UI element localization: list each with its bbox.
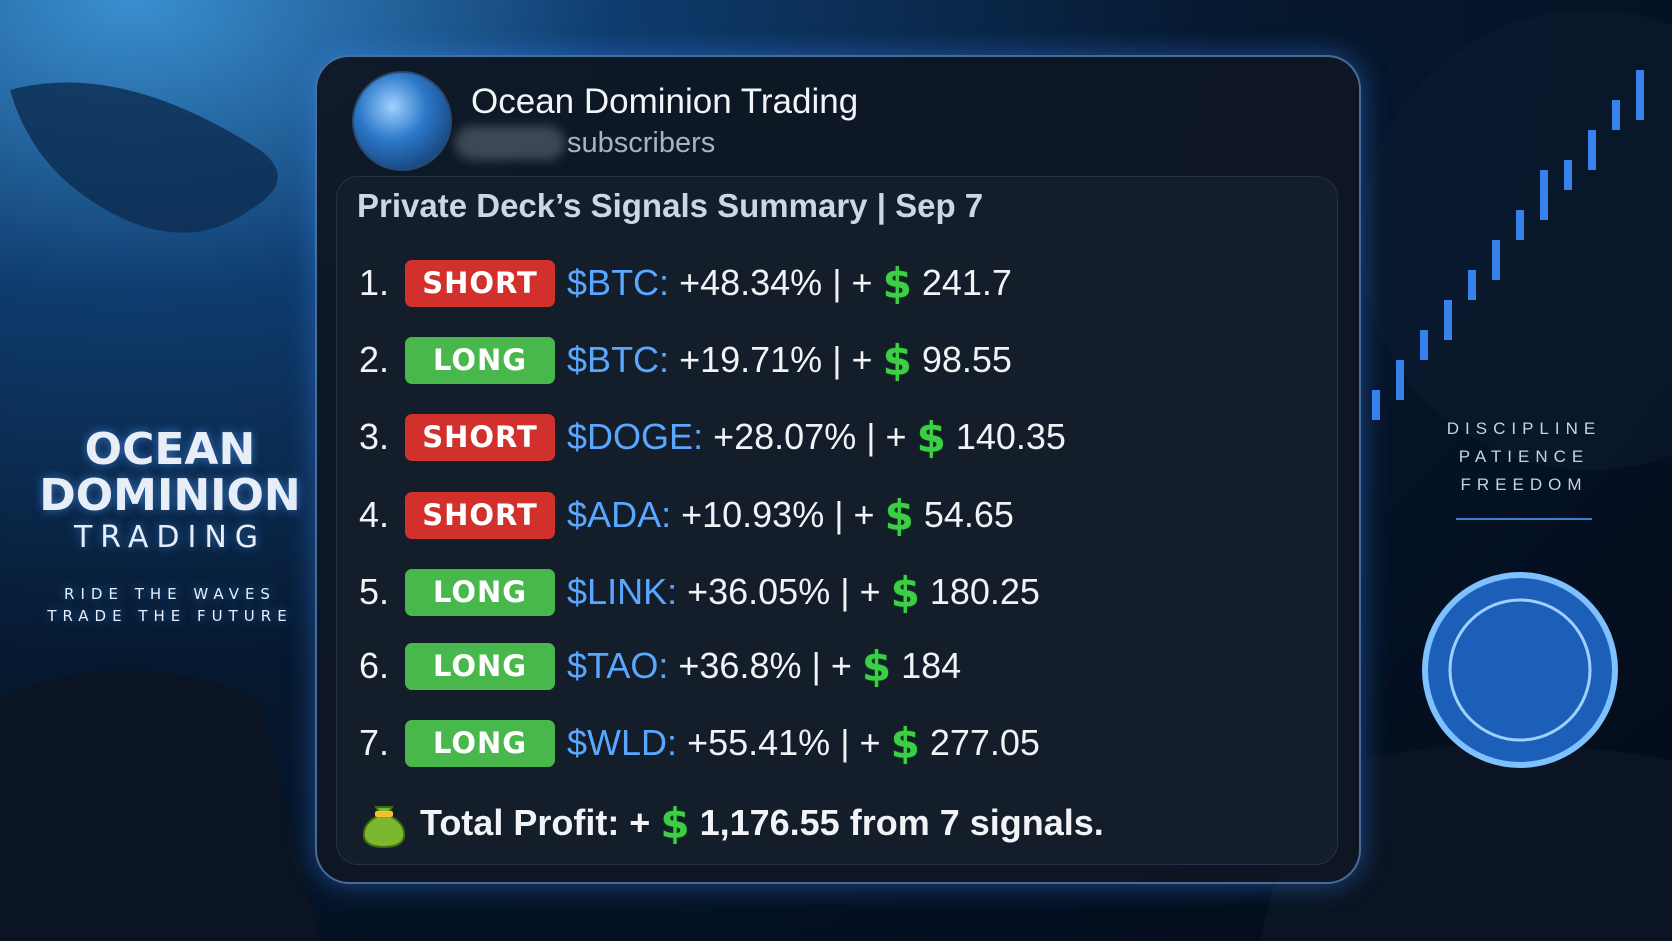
dollar-icon: $ [660,798,690,848]
separator: | + [834,494,875,535]
dollar-icon: $ [882,258,912,308]
profit: 241.7 [921,262,1012,303]
blurred-count [455,126,565,160]
profit: 277.05 [929,722,1040,763]
profit: 98.55 [921,339,1012,380]
ticker: $TAO: [567,645,669,686]
separator: | + [866,416,907,457]
signal-row: 6. LONG $TAO: +36.8% | + $184 [359,641,961,691]
profit: 54.65 [923,494,1014,535]
total-line: Total Profit: + $ 1,176.55 from 7 signal… [358,797,1104,849]
ticker: $LINK: [567,571,678,612]
ticker: $BTC: [567,262,670,303]
signal-index: 1. [359,262,390,303]
ticker: $BTC: [567,339,670,380]
separator: | + [840,571,881,612]
signal-index: 2. [359,339,390,380]
signal-row: 5. LONG $LINK: +36.05% | + $180.25 [359,567,1040,617]
ticker: $DOGE: [567,416,704,457]
change: +19.71% [679,339,823,380]
change: +48.34% [679,262,823,303]
subscribers-label: subscribers [567,127,716,159]
side-badge: LONG [405,719,556,767]
side-badge: SHORT [405,491,556,539]
side-badge: LONG [405,642,556,690]
change: +55.41% [687,722,831,763]
dollar-icon: $ [882,335,912,385]
channel-name[interactable]: Ocean Dominion Trading [471,82,859,121]
tagline: RIDE THE WAVES [64,585,276,603]
dollar-icon: $ [890,718,920,768]
change: +36.8% [678,645,802,686]
motto: FREEDOM [1460,475,1588,494]
signal-row: 2. LONG $BTC: +19.71% | + $98.55 [359,335,1012,385]
signal-index: 5. [359,571,390,612]
total-amount: 1,176.55 [699,802,840,843]
total-suffix: from 7 signals. [849,802,1104,843]
signal-row: 4. SHORT $ADA: +10.93% | + $54.65 [359,490,1014,540]
signal-index: 4. [359,494,390,535]
side-badge: SHORT [405,259,556,307]
motto: DISCIPLINE [1446,419,1602,438]
brand-line: TRADING [73,520,267,555]
side-badge: LONG [405,568,556,616]
signal-row: 3. SHORT $DOGE: +28.07% | + $140.35 [359,412,1066,462]
profit: 184 [901,645,962,686]
money-bag-icon [362,806,406,849]
signal-row: 1. SHORT $BTC: +48.34% | + $241.7 [359,258,1012,308]
dollar-icon: $ [916,412,946,462]
dollar-icon: $ [861,641,892,691]
profit: 180.25 [929,571,1040,612]
signal-index: 7. [359,722,390,763]
separator: | + [832,339,873,380]
side-badge: LONG [405,336,556,384]
change: +28.07% [713,416,857,457]
profit: 140.35 [955,416,1066,457]
separator: | + [811,645,852,686]
post-title: Private Deck’s Signals Summary | Sep 7 [357,187,984,224]
ticker: $WLD: [567,722,678,763]
brand-line: DOMINION [39,470,301,521]
brand-line: OCEAN [84,424,256,475]
dollar-icon: $ [884,490,914,540]
change: +10.93% [681,494,825,535]
total-label: Total Profit: + [420,802,651,843]
ticker: $ADA: [567,494,672,535]
dollar-icon: $ [890,567,920,617]
channel-avatar[interactable] [352,71,452,171]
motto: PATIENCE [1458,447,1590,466]
signal-row: 7. LONG $WLD: +55.41% | + $277.05 [359,718,1040,768]
separator: | + [832,262,873,303]
change: +36.05% [687,571,831,612]
side-badge: SHORT [405,413,556,461]
tagline: TRADE THE FUTURE [47,607,293,625]
signal-index: 3. [359,416,390,457]
separator: | + [840,722,881,763]
signal-index: 6. [359,645,390,686]
